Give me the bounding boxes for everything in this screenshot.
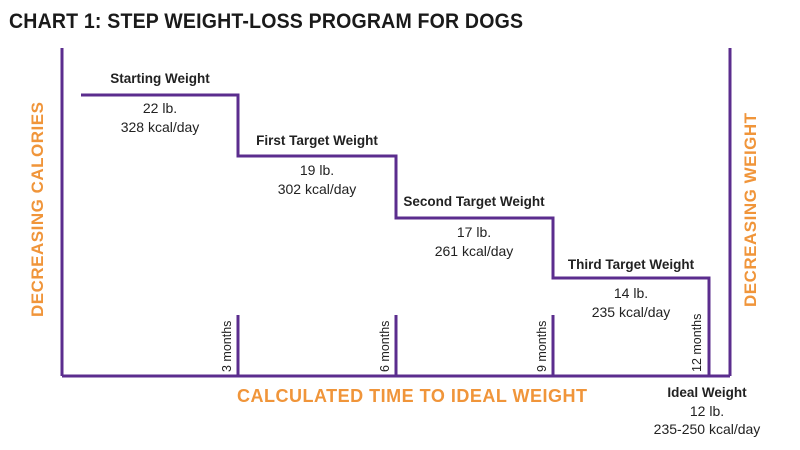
step-title-second: Second Target Weight bbox=[403, 194, 545, 209]
step-weight: 22 lb. bbox=[142, 100, 178, 116]
step-calories: 261 kcal/day bbox=[434, 243, 514, 259]
ideal-weight-title: Ideal Weight bbox=[667, 385, 747, 400]
step-weight: 14 lb. bbox=[613, 285, 649, 301]
step-title-first: First Target Weight bbox=[256, 133, 378, 148]
step-values-first: 19 lb. 302 kcal/day bbox=[278, 161, 357, 199]
step-title-starting: Starting Weight bbox=[110, 71, 210, 86]
month-label-3: 3 months bbox=[220, 320, 234, 372]
month-label-12: 12 months bbox=[690, 313, 704, 372]
step-values-third: 14 lb. 235 kcal/day bbox=[592, 284, 671, 322]
ideal-calories-value: 235-250 kcal/day bbox=[653, 421, 761, 437]
month-label-9: 9 months bbox=[535, 320, 549, 372]
step-line bbox=[81, 93, 711, 376]
left-axis-label: DECREASING CALORIES bbox=[28, 101, 47, 317]
step-values-second: 17 lb. 261 kcal/day bbox=[435, 223, 514, 261]
step-weight: 17 lb. bbox=[456, 224, 492, 240]
step-calories: 235 kcal/day bbox=[591, 304, 671, 320]
ideal-weight-values: 12 lb. 235-250 kcal/day bbox=[654, 402, 761, 438]
step-calories: 302 kcal/day bbox=[277, 181, 357, 197]
right-axis-label: DECREASING WEIGHT bbox=[741, 112, 760, 307]
step-values-starting: 22 lb. 328 kcal/day bbox=[121, 99, 200, 137]
x-axis-label: CALCULATED TIME TO IDEAL WEIGHT bbox=[237, 386, 588, 406]
step-title-third: Third Target Weight bbox=[567, 257, 695, 272]
step-weight: 19 lb. bbox=[299, 162, 335, 178]
chart-title: CHART 1: STEP WEIGHT-LOSS PROGRAM FOR DO… bbox=[9, 10, 524, 33]
step-calories: 328 kcal/day bbox=[120, 119, 200, 135]
ideal-weight-value: 12 lb. bbox=[689, 403, 725, 419]
month-label-6: 6 months bbox=[378, 320, 392, 372]
